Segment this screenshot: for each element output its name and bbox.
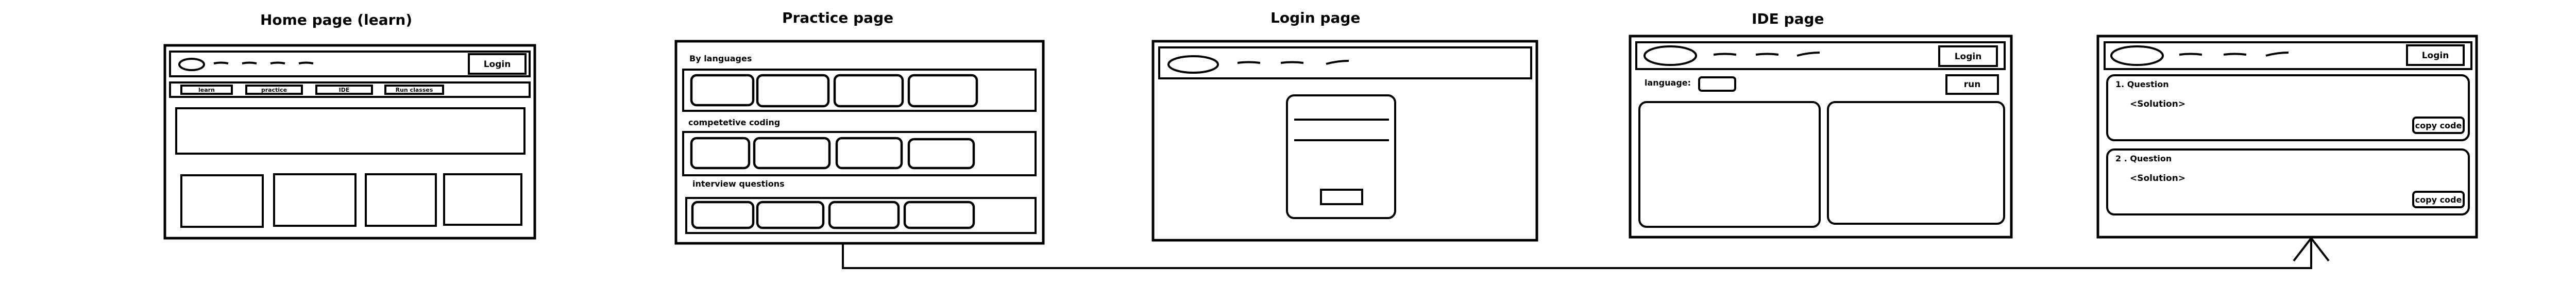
practice-interview-card[interactable] xyxy=(828,201,900,229)
practice-section-interview-label: interview questions xyxy=(692,179,785,189)
home-tab-learn-label: learn xyxy=(198,87,215,93)
practice-competitive-card[interactable] xyxy=(753,137,831,170)
question-card xyxy=(2106,74,2470,141)
solutions-nav-line xyxy=(2265,52,2289,57)
practice-section-languages xyxy=(682,69,1037,112)
solutions-page-frame: Login 1. Question <Solution> copy code 2… xyxy=(2096,35,2478,239)
ide-run-label: run xyxy=(1964,79,1981,90)
ide-navbar xyxy=(1635,41,2006,70)
question-title: 1. Question xyxy=(2115,79,2169,89)
home-tab-ide-label: IDE xyxy=(339,87,350,93)
practice-to-solutions-arrow xyxy=(842,236,2330,269)
login-nav-line xyxy=(1326,60,1349,65)
home-login-label: Login xyxy=(484,59,511,70)
home-tab-practice[interactable] xyxy=(245,85,303,95)
ide-login-label: Login xyxy=(1955,52,1982,62)
home-nav-line xyxy=(270,61,285,64)
ide-output-panel xyxy=(1827,101,2005,225)
home-card[interactable] xyxy=(443,173,522,226)
copy-code-button[interactable] xyxy=(2412,117,2465,134)
login-logo-icon xyxy=(1167,55,1219,74)
ide-nav-line xyxy=(1797,52,1820,57)
practice-section-competitive xyxy=(682,131,1037,176)
login-navbar xyxy=(1158,46,1532,79)
practice-language-card[interactable] xyxy=(690,74,755,107)
question-title: 2 . Question xyxy=(2115,154,2172,163)
practice-interview-card[interactable] xyxy=(903,201,975,229)
title-login-page: Login page xyxy=(1270,9,1360,26)
solutions-navbar xyxy=(2104,41,2472,70)
arrow-head-icon xyxy=(2293,236,2330,262)
practice-section-languages-label: By languages xyxy=(689,54,752,63)
title-ide-page: IDE page xyxy=(1752,10,1824,27)
practice-page-frame: By languages competetive coding intervie… xyxy=(674,40,1045,245)
home-navbar xyxy=(169,51,531,77)
title-practice-page: Practice page xyxy=(782,9,893,26)
copy-code-label: copy code xyxy=(2415,195,2462,205)
connector-line xyxy=(842,238,2312,269)
ide-language-select[interactable] xyxy=(1698,76,1736,92)
home-tab-practice-label: practice xyxy=(261,87,287,93)
home-tab-run-classes[interactable] xyxy=(384,85,444,95)
home-nav-line xyxy=(242,61,257,64)
question-solution: <Solution> xyxy=(2130,99,2185,109)
practice-section-interview xyxy=(685,197,1037,234)
copy-code-button[interactable] xyxy=(2412,191,2465,208)
solutions-nav-line xyxy=(2223,53,2247,56)
practice-language-card[interactable] xyxy=(756,74,830,108)
home-tab-bar xyxy=(169,81,531,98)
home-card[interactable] xyxy=(273,173,357,227)
login-outer-frame xyxy=(1151,40,1538,242)
solutions-login-button[interactable] xyxy=(2406,44,2465,66)
practice-interview-card[interactable] xyxy=(756,201,825,229)
practice-language-card[interactable] xyxy=(907,74,978,108)
practice-interview-card[interactable] xyxy=(691,201,755,229)
practice-competitive-card[interactable] xyxy=(835,137,903,170)
practice-language-card[interactable] xyxy=(833,74,904,108)
home-tab-learn[interactable] xyxy=(180,85,233,95)
solutions-outer-frame xyxy=(2096,35,2478,239)
ide-nav-line xyxy=(1713,53,1737,56)
login-nav-line xyxy=(1237,61,1261,64)
home-tab-ide[interactable] xyxy=(315,85,373,95)
ide-page-frame: Login language: run xyxy=(1629,35,2013,239)
home-nav-line xyxy=(298,61,314,64)
ide-login-button[interactable] xyxy=(1938,45,1998,67)
solutions-nav-line xyxy=(2179,53,2202,56)
home-card[interactable] xyxy=(180,174,264,228)
ide-nav-line xyxy=(1755,53,1779,56)
ide-outer-frame xyxy=(1629,35,2013,239)
practice-competitive-card[interactable] xyxy=(690,137,751,170)
question-card xyxy=(2106,148,2470,215)
ide-run-button[interactable] xyxy=(1945,74,1999,95)
home-tab-run-classes-label: Run classes xyxy=(396,87,433,93)
login-page-frame xyxy=(1151,40,1538,242)
home-card[interactable] xyxy=(365,173,437,227)
practice-section-competitive-label: competetive coding xyxy=(688,118,780,127)
ide-code-editor[interactable] xyxy=(1638,101,1821,228)
practice-outer-frame xyxy=(674,40,1045,245)
question-solution: <Solution> xyxy=(2130,173,2185,184)
home-page-frame: Login learn practice IDE Run classes xyxy=(163,44,536,240)
home-login-button[interactable] xyxy=(468,53,527,75)
login-form-card xyxy=(1286,94,1396,219)
practice-competitive-card[interactable] xyxy=(907,138,975,170)
title-home-page: Home page (learn) xyxy=(260,11,412,28)
home-nav-line xyxy=(213,61,229,64)
home-logo-icon xyxy=(178,58,205,71)
solutions-login-label: Login xyxy=(2422,51,2449,61)
ide-logo-icon xyxy=(1643,45,1697,66)
home-banner xyxy=(175,107,526,155)
copy-code-label: copy code xyxy=(2415,121,2462,130)
login-nav-line xyxy=(1280,61,1304,64)
solutions-logo-icon xyxy=(2110,45,2164,66)
login-submit-button[interactable] xyxy=(1320,189,1363,205)
ide-language-label: language: xyxy=(1645,78,1691,88)
home-outer-frame xyxy=(163,44,536,240)
